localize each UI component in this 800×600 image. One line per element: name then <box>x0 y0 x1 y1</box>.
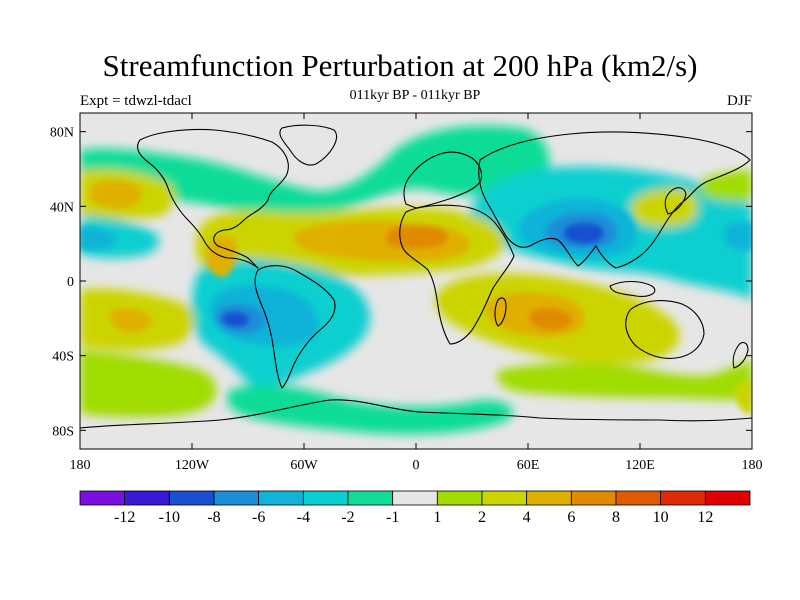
field-np-core <box>90 180 142 209</box>
field-east-sh-positive <box>735 380 752 414</box>
page-title: Streamfunction Perturbation at 200 hPa (… <box>102 48 698 83</box>
field-sp-core <box>109 308 152 332</box>
coast-new-zealand <box>732 341 749 369</box>
coast-europe <box>403 151 483 209</box>
field-east-edge-green <box>700 170 752 202</box>
field-japan-positive <box>630 188 698 228</box>
colorbar-label: 6 <box>567 509 575 526</box>
colorbar-box <box>570 490 617 506</box>
coast-greenland <box>279 124 338 166</box>
colorbar-box <box>168 490 215 506</box>
y-tick-label: 40S <box>52 350 74 365</box>
coast-madagascar <box>494 297 507 327</box>
colorbar-label: -10 <box>159 509 180 526</box>
x-tick-label: 180 <box>742 458 763 473</box>
colorbar-label: -12 <box>114 509 135 526</box>
colorbar-label: 4 <box>523 509 531 526</box>
x-tick-label: 60E <box>517 458 540 473</box>
colorbar-box <box>615 490 662 506</box>
colorbar-box <box>660 490 706 506</box>
field-sh-green-band-east <box>496 360 752 400</box>
coast-antarctica <box>80 399 752 429</box>
colorbar-label: 12 <box>697 509 713 526</box>
field-sh-teal-band <box>226 384 513 435</box>
season-label: DJF <box>726 93 752 109</box>
colorbar-label: 1 <box>433 509 441 526</box>
colorbar-label: 2 <box>478 509 486 526</box>
colorbar-label: -4 <box>297 509 310 526</box>
x-axis: 180 120W 60W 0 60E 120E 180 <box>70 113 763 473</box>
x-tick-label: 120W <box>175 458 210 473</box>
field-asia-core-3 <box>563 222 604 245</box>
coast-japan <box>664 187 687 215</box>
colorbar-label: 8 <box>612 509 620 526</box>
colorbar-box <box>79 490 126 506</box>
field-sh-green-band <box>80 350 217 418</box>
colorbar-box <box>526 490 572 506</box>
colorbar-label: -2 <box>341 509 354 526</box>
colorbar-label: -1 <box>386 509 399 526</box>
coast-south-america <box>254 265 336 389</box>
y-tick-label: 80N <box>50 126 74 141</box>
y-axis: 80N 40N 0 40S 80S <box>50 126 752 439</box>
field-east-edge-blue <box>724 222 752 251</box>
coast-north-america <box>137 128 289 269</box>
field-shp-core-3 <box>221 311 250 328</box>
experiment-label: Expt = tdwzl-tdacl <box>80 93 192 109</box>
y-tick-label: 0 <box>67 275 74 290</box>
coast-australia <box>625 300 705 359</box>
colorbar-box <box>124 490 170 506</box>
subtitle: 011kyr BP - 011kyr BP <box>349 88 481 103</box>
colorbar-label: -6 <box>252 509 265 526</box>
coast-africa <box>399 204 515 345</box>
y-tick-label: 80S <box>52 424 74 439</box>
x-tick-label: 120E <box>625 458 655 473</box>
field-atl-core-2 <box>385 225 448 249</box>
colorbar-label: -8 <box>207 509 220 526</box>
colorbar-label: 10 <box>653 509 669 526</box>
contour-field <box>80 113 752 449</box>
colorbar-box <box>213 490 260 506</box>
coast-indonesia <box>609 280 656 297</box>
x-tick-label: 180 <box>70 458 91 473</box>
coastlines <box>80 124 752 429</box>
colorbar-box <box>481 490 528 506</box>
field-west-edge-blue <box>80 227 117 250</box>
coast-asia <box>478 131 751 269</box>
x-tick-label: 60W <box>290 458 318 473</box>
colorbar-box <box>436 490 483 506</box>
field-nh-jet-band <box>80 125 550 216</box>
colorbar-box <box>392 490 438 506</box>
x-tick-label: 0 <box>413 458 420 473</box>
field-ind-core-2 <box>530 308 573 331</box>
colorbar-box <box>302 490 349 506</box>
colorbar-box <box>704 490 751 506</box>
colorbar-box <box>258 490 304 506</box>
colorbar-box <box>347 490 394 506</box>
colorbar: -12 -10 -8 -6 -4 -2 -1 1 2 4 6 8 10 12 <box>79 490 751 526</box>
y-tick-label: 40N <box>50 200 74 215</box>
